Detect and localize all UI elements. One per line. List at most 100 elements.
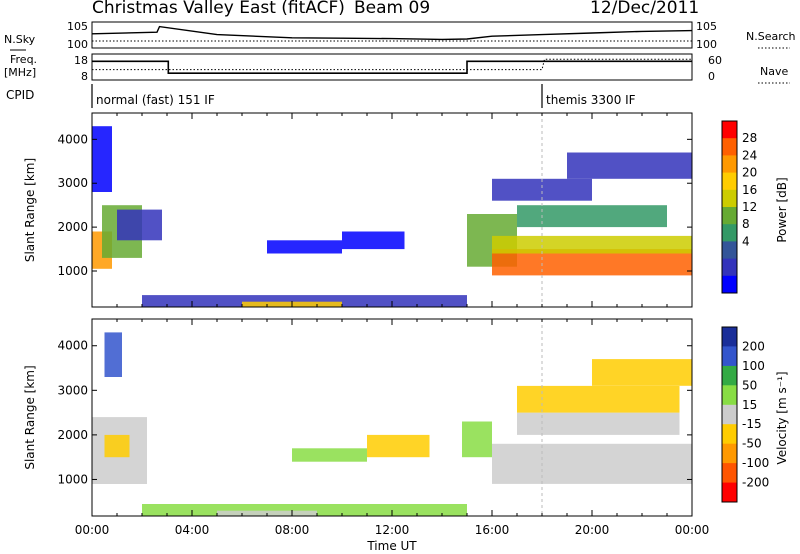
noise-panel: 105 100 105 100 N.Sky N.Search — [4, 20, 796, 51]
velocity-colorbar-tick: -15 — [742, 417, 762, 431]
velocity-colorbar-swatch — [722, 482, 737, 503]
velocity-colorbar-tick: -50 — [742, 437, 762, 451]
time-tick-label: 08:00 — [275, 523, 310, 537]
velocity-colorbar-tick: 15 — [742, 398, 757, 412]
plot-title: Christmas Valley East (fitACF) — [92, 0, 345, 18]
power-ytick-label: 2000 — [57, 220, 88, 234]
frequency-panel: 18 8 60 0 Freq.[MHz] Nave — [4, 53, 790, 84]
cpid-segment-label: themis 3300 IF — [546, 93, 636, 107]
power-colorbar-tick: 4 — [742, 234, 750, 248]
power-panel: 1000 2000 3000 4000 Slant Range [km] 28 24 20 16… — [23, 112, 789, 308]
freq-left-label: Freq. — [10, 53, 37, 66]
power-data-region — [267, 240, 342, 254]
noise-right-tick: 105 — [696, 20, 717, 33]
noise-right-tick: 100 — [696, 38, 717, 51]
velocity-colorbar-swatch — [722, 327, 737, 347]
power-data-region — [567, 152, 692, 179]
freq-series-0 — [92, 60, 692, 74]
power-colorbar-tick: 28 — [742, 131, 757, 145]
power-colorbar-swatch — [722, 172, 737, 191]
freq-right-label: Nave — [760, 65, 788, 78]
velocity-colorbar-label: Velocity [m s⁻¹] — [775, 371, 789, 464]
velocity-ylabel: Slant Range [km] — [23, 365, 37, 469]
power-data-region — [492, 178, 592, 201]
freq-left-label: [MHz] — [4, 66, 36, 79]
velocity-data-region — [462, 421, 492, 458]
velocity-colorbar-swatch — [722, 424, 737, 445]
noise-frame — [91, 21, 693, 49]
time-tick-label: 12:00 — [375, 523, 410, 537]
power-data-region — [142, 295, 467, 307]
velocity-ytick-label: 3000 — [57, 383, 88, 397]
power-colorbar-frame — [721, 120, 738, 294]
cpid-panel: CPID normal (fast) 151 IF themis 3300 IF — [6, 84, 636, 108]
power-data-region — [517, 205, 667, 228]
freq-frame — [91, 53, 693, 81]
power-colorbar-tick: 20 — [742, 166, 757, 180]
power-colorbar-swatch — [722, 155, 737, 174]
power-ylabel: Slant Range [km] — [23, 158, 37, 262]
velocity-data-region — [517, 385, 680, 413]
velocity-ytick-label: 1000 — [57, 472, 88, 486]
freq-right-tick: 60 — [708, 54, 722, 67]
noise-left-label: N.Sky — [4, 33, 36, 46]
power-colorbar-swatch — [722, 121, 737, 139]
velocity-data-region — [492, 443, 692, 484]
power-data-region — [342, 231, 405, 250]
velocity-colorbar-swatch — [722, 443, 737, 464]
velocity-colorbar-swatch — [722, 365, 737, 386]
velocity-colorbar-tick: -200 — [742, 476, 769, 490]
noise-right-label: N.Search — [746, 30, 796, 43]
power-colorbar-label: Power [dB] — [775, 177, 789, 242]
noise-series-0 — [91, 25, 693, 41]
time-tick-label: 00:00 — [675, 523, 710, 537]
velocity-panel: 1000 2000 3000 4000 Slant Range [km] 200 100 50… — [23, 318, 789, 553]
freq-right-tick: 0 — [708, 70, 715, 83]
velocity-data-region — [292, 448, 367, 462]
velocity-ytick-label: 2000 — [57, 428, 88, 442]
date-label: 12/Dec/2011 — [590, 0, 700, 18]
velocity-colorbar-swatch — [722, 385, 737, 406]
velocity-data-region — [592, 359, 692, 386]
velocity-colorbar-tick: 200 — [742, 339, 765, 353]
velocity-data-region — [517, 412, 680, 435]
power-colorbar-swatch — [722, 207, 737, 225]
velocity-colorbar-tick: 50 — [742, 378, 757, 392]
noise-left-tick: 105 — [67, 20, 88, 33]
power-colorbar-swatch — [722, 224, 737, 242]
velocity-data-region — [367, 434, 430, 458]
freq-left-tick: 18 — [74, 54, 88, 67]
power-ytick-label: 3000 — [57, 176, 88, 190]
power-colorbar-swatch — [722, 258, 737, 277]
velocity-ytick-label: 4000 — [57, 339, 88, 353]
cpid-segment-label: normal (fast) 151 IF — [96, 93, 215, 107]
freq-left-tick: 8 — [81, 70, 88, 83]
time-tick-label: 20:00 — [575, 523, 610, 537]
noise-left-tick: 100 — [67, 38, 88, 51]
power-colorbar-swatch — [722, 138, 737, 156]
beam-label: Beam 09 — [354, 0, 431, 18]
velocity-colorbar-swatch — [722, 346, 737, 367]
time-tick-label: 00:00 — [75, 523, 110, 537]
power-data-region — [492, 235, 692, 254]
power-ytick-label: 4000 — [57, 132, 88, 146]
power-data-region — [92, 126, 112, 192]
time-tick-label: 16:00 — [475, 523, 510, 537]
power-colorbar-tick: 12 — [742, 200, 757, 214]
velocity-data-region — [104, 434, 130, 458]
time-axis-label: Time UT — [366, 539, 417, 553]
velocity-colorbar-frame — [721, 326, 738, 503]
velocity-colorbar-swatch — [722, 404, 737, 425]
power-colorbar-swatch — [722, 275, 737, 294]
velocity-colorbar-tick: -100 — [742, 456, 769, 470]
power-colorbar-tick: 24 — [742, 148, 757, 162]
power-colorbar-swatch — [722, 189, 737, 208]
power-colorbar-tick: 8 — [742, 217, 750, 231]
power-colorbar-swatch — [722, 241, 737, 260]
velocity-colorbar-tick: 100 — [742, 359, 765, 373]
time-tick-label: 04:00 — [175, 523, 210, 537]
velocity-colorbar-swatch — [722, 463, 737, 483]
cpid-label: CPID — [6, 88, 34, 102]
power-data-region — [117, 209, 162, 241]
